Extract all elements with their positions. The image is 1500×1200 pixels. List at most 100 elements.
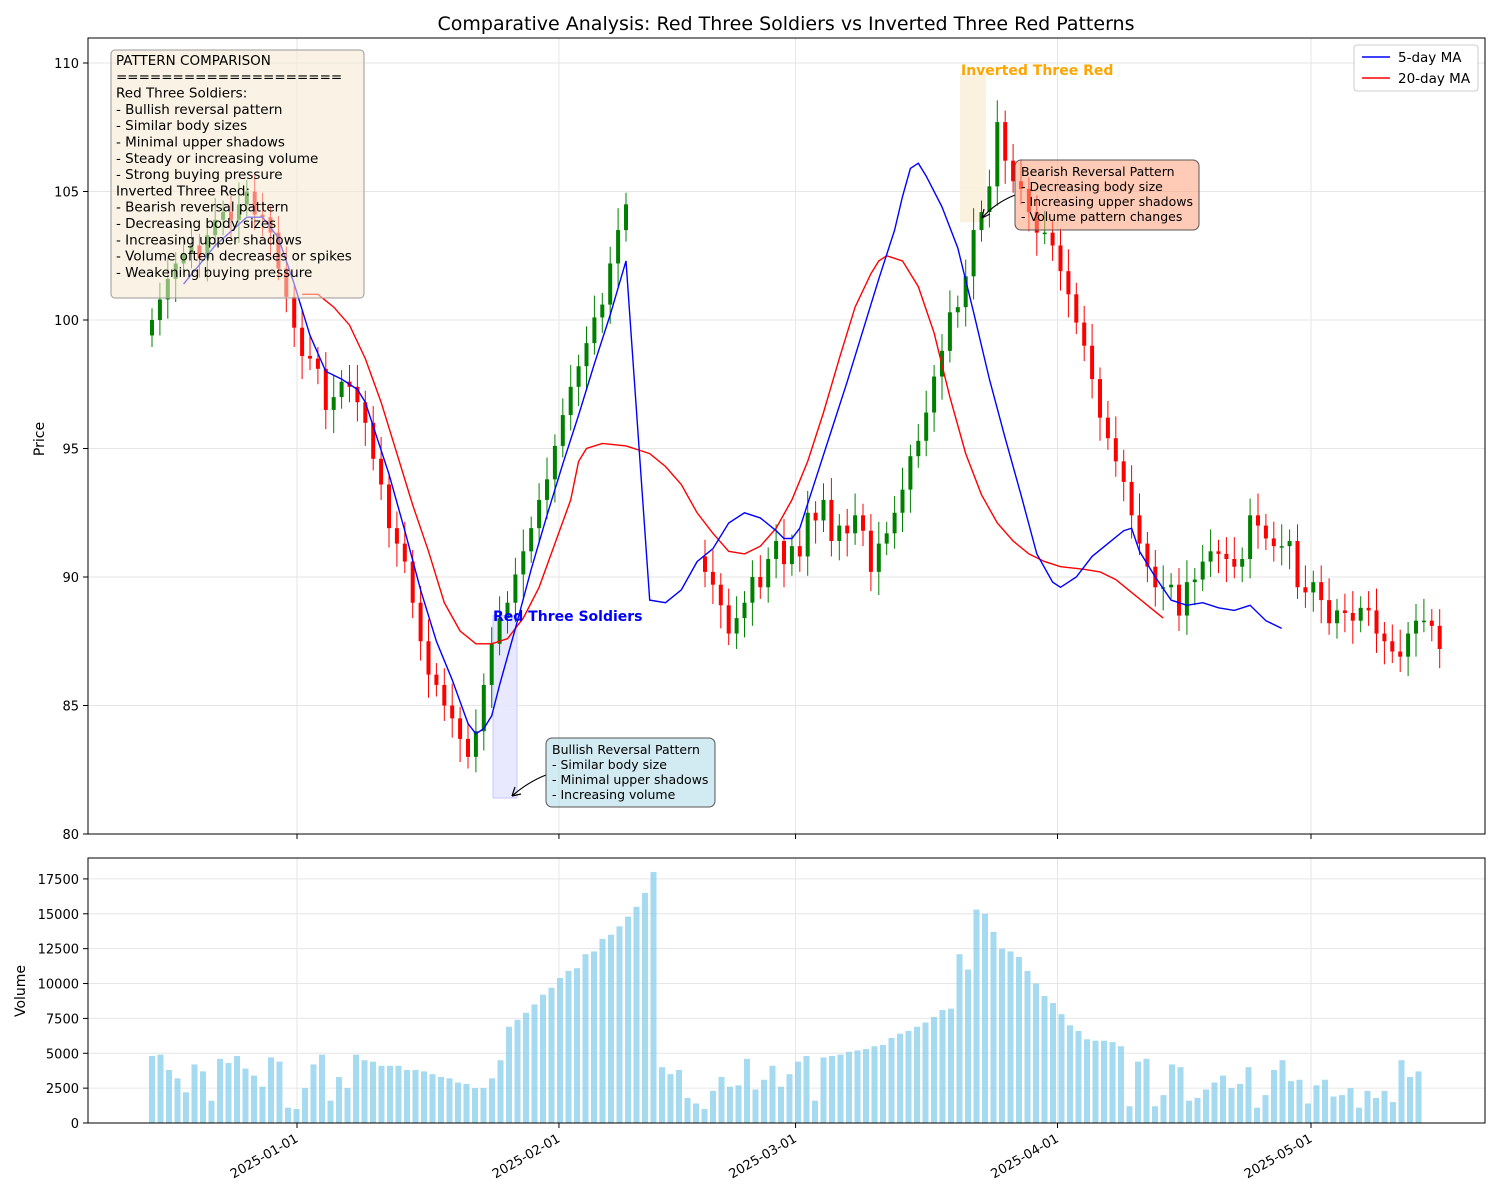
candle-up: [1042, 232, 1047, 235]
volume-bar: [1356, 1107, 1362, 1123]
volume-y-tick-label: 17500: [38, 873, 79, 888]
text-line: - Increasing upper shadows: [116, 232, 302, 248]
volume-bar: [812, 1100, 818, 1123]
volume-bar: [251, 1075, 257, 1123]
text-line: - Steady or increasing volume: [116, 151, 318, 167]
volume-bar: [1279, 1060, 1286, 1123]
volume-bar: [633, 906, 640, 1123]
volume-bar: [829, 1056, 835, 1123]
volume-bar: [404, 1070, 410, 1123]
volume-bar: [268, 1057, 274, 1123]
volume-panel: 0 2500 5000 7500 10000 12500 15000 17500 2025-0…: [13, 857, 1486, 1182]
candle-up: [1248, 515, 1253, 560]
price-y-tick-label: 110: [54, 57, 79, 72]
volume-bar: [183, 1092, 189, 1123]
bullish-callout-box: [545, 737, 716, 808]
candle-up: [608, 263, 613, 305]
candle-down: [1390, 641, 1395, 652]
candle-down: [1366, 607, 1371, 611]
candle-down: [355, 386, 360, 403]
volume-bars: [149, 871, 1422, 1123]
volume-bar: [1033, 983, 1039, 1123]
volume-bar: [752, 1089, 759, 1123]
candle-up: [947, 312, 952, 351]
candle-up: [1414, 620, 1418, 634]
volume-bar: [718, 1076, 725, 1123]
volume-bar: [914, 1026, 920, 1123]
candle-up: [1358, 607, 1363, 621]
volume-bar: [506, 1026, 512, 1123]
candle-up: [473, 731, 478, 757]
volume-bar: [837, 1054, 844, 1123]
volume-bar: [1262, 1095, 1269, 1123]
candle-down: [315, 358, 320, 369]
bearish-callout-arrow: [981, 194, 1016, 219]
candle-up: [331, 397, 336, 410]
volume-bar: [1237, 1083, 1243, 1123]
candle-down: [703, 556, 707, 572]
volume-bar: [200, 1071, 206, 1123]
candle-up: [853, 515, 858, 534]
candle-down: [1003, 122, 1008, 161]
pattern-zones: [492, 73, 986, 799]
price-y-tick-label: 90: [62, 571, 79, 586]
volume-bar: [1373, 1097, 1379, 1123]
volume-bar: [1126, 1106, 1133, 1123]
volume-bar: [234, 1056, 240, 1123]
volume-bar: [965, 969, 971, 1123]
text-line: Inverted Three Red:: [116, 183, 250, 199]
price-y-tick-label: 105: [54, 186, 79, 201]
text-line: Bullish Reversal Pattern: [552, 742, 700, 757]
volume-y-axis-label: Volume: [13, 965, 29, 1017]
volume-bar: [336, 1076, 342, 1123]
volume-bar: [157, 1054, 164, 1123]
inverted-three-red-zone: [960, 73, 986, 223]
bearish-callout-box: [1014, 159, 1200, 231]
candle-down: [1137, 515, 1142, 544]
candle-up: [584, 343, 589, 367]
volume-bar: [1101, 1040, 1107, 1123]
candle-up: [505, 602, 510, 619]
text-line: ====================: [116, 69, 342, 85]
chart-title: Comparative Analysis: Red Three Soldiers…: [438, 13, 1135, 35]
volume-bar: [922, 1022, 929, 1123]
candle-down: [813, 512, 818, 521]
candle-up: [600, 304, 605, 318]
volume-bar: [361, 1060, 368, 1123]
candle-up: [876, 543, 881, 572]
volume-bar: [897, 1033, 903, 1123]
bearish-callout: Bearish Reversal Pattern - Decreasing bod…: [981, 159, 1200, 231]
candle-down: [1216, 551, 1221, 554]
price-y-ticks: 80 85 90 95 100 105 110: [54, 57, 88, 843]
volume-bar: [659, 1067, 665, 1123]
volume-bar: [684, 1097, 691, 1123]
volume-bar: [667, 1074, 674, 1123]
volume-bar: [1254, 1107, 1260, 1123]
candle-up: [1335, 610, 1339, 624]
volume-bar: [387, 1065, 393, 1123]
candle-up: [1200, 561, 1205, 580]
volume-bar: [795, 1061, 801, 1123]
candle-up: [805, 512, 810, 557]
candle-up: [892, 512, 897, 534]
candle-down: [710, 571, 715, 585]
volume-bar: [1322, 1079, 1328, 1123]
price-y-tick-label: 95: [62, 443, 79, 458]
candle-up: [884, 533, 889, 544]
bullish-callout-text: Bullish Reversal Pattern - Similar body s…: [552, 742, 708, 802]
volume-bar: [1186, 1100, 1192, 1123]
volume-bar: [1330, 1096, 1337, 1123]
candle-up: [497, 618, 502, 644]
volume-bar: [880, 1044, 886, 1123]
candle-up: [339, 381, 344, 398]
candle-up: [481, 684, 486, 732]
candle-up: [750, 577, 755, 603]
text-line: - Volume pattern changes: [1021, 209, 1182, 224]
candle-up: [774, 541, 779, 560]
volume-y-tick-label: 0: [71, 1117, 79, 1132]
candle-up: [924, 412, 929, 441]
volume-bar: [557, 977, 563, 1123]
candle-up: [513, 574, 518, 603]
volume-bar: [1050, 1003, 1056, 1123]
